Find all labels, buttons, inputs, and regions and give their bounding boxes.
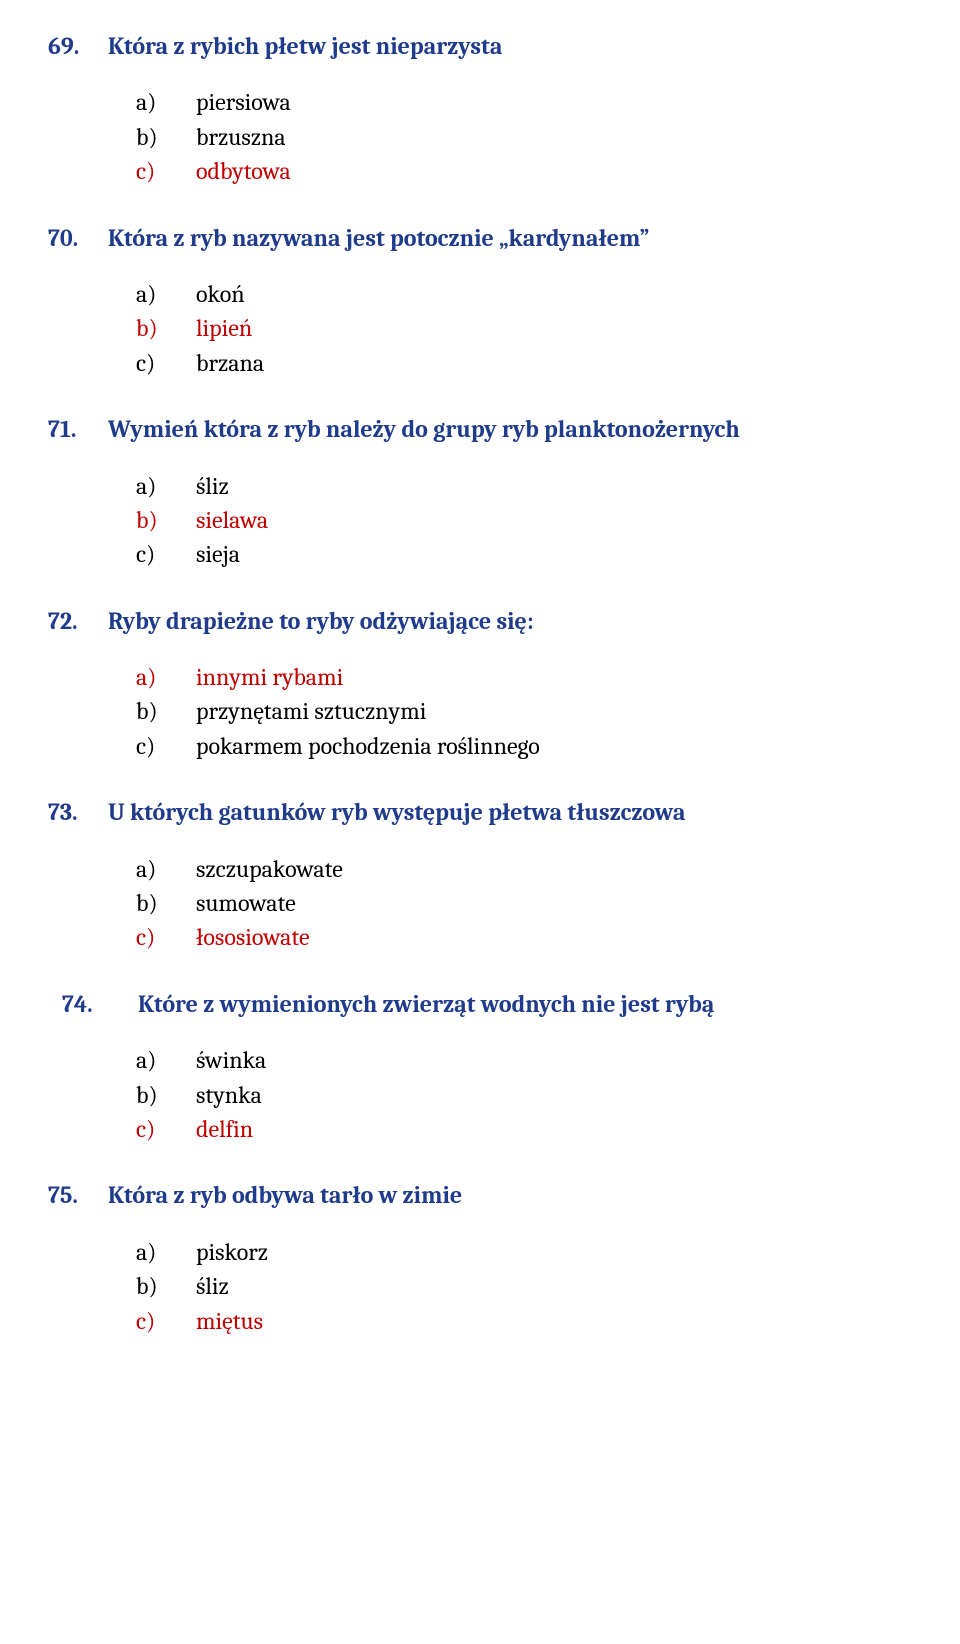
answers-list: a)piersiowab)brzusznac)odbytowa [136,86,912,187]
question-line: 72.Ryby drapieżne to ryby odżywiające si… [48,605,912,637]
answer-label: a) [136,278,196,310]
answer-line: b)sumowate [136,887,912,919]
answer-label: a) [136,86,196,118]
answer-label: a) [136,1236,196,1268]
answer-line: b)lipień [136,312,912,344]
answer-text: sumowate [196,887,912,919]
question-text: Która z ryb nazywana jest potocznie „kar… [108,222,649,254]
question-text: U których gatunków ryb występuje płetwa … [108,796,685,828]
answer-label: b) [136,504,196,536]
question-text: Która z rybich płetw jest nieparzysta [108,30,502,62]
answer-text: łososiowate [196,921,912,953]
question-text: Które z wymienionych zwierząt wodnych ni… [138,988,714,1020]
question-number: 73. [48,796,108,828]
answers-list: a)innymi rybamib)przynętami sztucznymic)… [136,661,912,762]
answer-text: miętus [196,1305,912,1337]
answer-label: b) [136,121,196,153]
answer-label: b) [136,887,196,919]
answer-line: b)śliz [136,1270,912,1302]
answer-text: piskorz [196,1236,912,1268]
question-text: Ryby drapieżne to ryby odżywiające się: [108,605,534,637]
answer-label: a) [136,1044,196,1076]
answer-label: a) [136,470,196,502]
answer-text: okoń [196,278,912,310]
question-line: 69.Która z rybich płetw jest nieparzysta [48,30,912,62]
answer-text: sielawa [196,504,912,536]
answer-text: lipień [196,312,912,344]
answer-label: c) [136,1113,196,1145]
answer-label: c) [136,1305,196,1337]
answers-list: a)piskorzb)ślizc)miętus [136,1236,912,1337]
question-number: 70. [48,222,108,254]
answer-line: c)miętus [136,1305,912,1337]
answers-list: a)okońb)lipieńc)brzana [136,278,912,379]
answer-line: a)piskorz [136,1236,912,1268]
answer-label: c) [136,730,196,762]
question-block: 75.Która z ryb odbywa tarło w zimie a)pis… [48,1179,912,1337]
question-number: 72. [48,605,108,637]
question-number: 75. [48,1179,108,1211]
question-line: 74.Które z wymienionych zwierząt wodnych… [62,988,912,1020]
answer-text: świnka [196,1044,912,1076]
answer-label: b) [136,695,196,727]
answer-line: b)stynka [136,1079,912,1111]
answer-line: c)łososiowate [136,921,912,953]
answer-text: brzuszna [196,121,912,153]
answers-list: a)ślizb)sielawac)sieja [136,470,912,571]
quiz-page: 69.Która z rybich płetw jest nieparzysta… [0,0,960,1644]
question-block: 71.Wymień która z ryb należy do grupy ry… [48,413,912,571]
answer-label: b) [136,312,196,344]
question-block: 72.Ryby drapieżne to ryby odżywiające si… [48,605,912,763]
answer-text: śliz [196,1270,912,1302]
answer-label: c) [136,538,196,570]
answer-line: b)brzuszna [136,121,912,153]
answer-line: c)brzana [136,347,912,379]
question-block: 70.Która z ryb nazywana jest potocznie „… [48,222,912,380]
question-block: 73.U których gatunków ryb występuje płet… [48,796,912,954]
answer-line: c)odbytowa [136,155,912,187]
question-line: 71.Wymień która z ryb należy do grupy ry… [48,413,912,445]
answer-text: innymi rybami [196,661,912,693]
answer-text: delfin [196,1113,912,1145]
answer-line: a)okoń [136,278,912,310]
answer-line: c)pokarmem pochodzenia roślinnego [136,730,912,762]
question-number: 71. [48,413,108,445]
answer-text: pokarmem pochodzenia roślinnego [196,730,912,762]
answer-label: a) [136,661,196,693]
question-block: 69.Która z rybich płetw jest nieparzysta… [48,30,912,188]
answer-label: a) [136,853,196,885]
question-line: 73.U których gatunków ryb występuje płet… [48,796,912,828]
answer-line: b)sielawa [136,504,912,536]
answer-line: a)innymi rybami [136,661,912,693]
answer-line: a)piersiowa [136,86,912,118]
answer-text: stynka [196,1079,912,1111]
question-text: Wymień która z ryb należy do grupy ryb p… [108,413,740,445]
answer-text: odbytowa [196,155,912,187]
question-line: 70.Która z ryb nazywana jest potocznie „… [48,222,912,254]
answer-text: przynętami sztucznymi [196,695,912,727]
answer-text: brzana [196,347,912,379]
answer-label: c) [136,155,196,187]
answer-label: c) [136,347,196,379]
answer-text: piersiowa [196,86,912,118]
answer-line: c)delfin [136,1113,912,1145]
answer-line: a)śliz [136,470,912,502]
answer-line: c)sieja [136,538,912,570]
question-number: 69. [48,30,108,62]
answer-line: a)szczupakowate [136,853,912,885]
answer-line: a)świnka [136,1044,912,1076]
answers-list: a)szczupakowateb)sumowatec)łososiowate [136,853,912,954]
question-number: 74. [62,988,138,1020]
question-text: Która z ryb odbywa tarło w zimie [108,1179,462,1211]
answer-label: b) [136,1270,196,1302]
answer-text: sieja [196,538,912,570]
answers-list: a)świnkab)stynkac)delfin [136,1044,912,1145]
answer-label: c) [136,921,196,953]
answer-text: śliz [196,470,912,502]
answer-text: szczupakowate [196,853,912,885]
question-block: 74.Które z wymienionych zwierząt wodnych… [48,988,912,1146]
answer-line: b)przynętami sztucznymi [136,695,912,727]
question-line: 75.Która z ryb odbywa tarło w zimie [48,1179,912,1211]
answer-label: b) [136,1079,196,1111]
